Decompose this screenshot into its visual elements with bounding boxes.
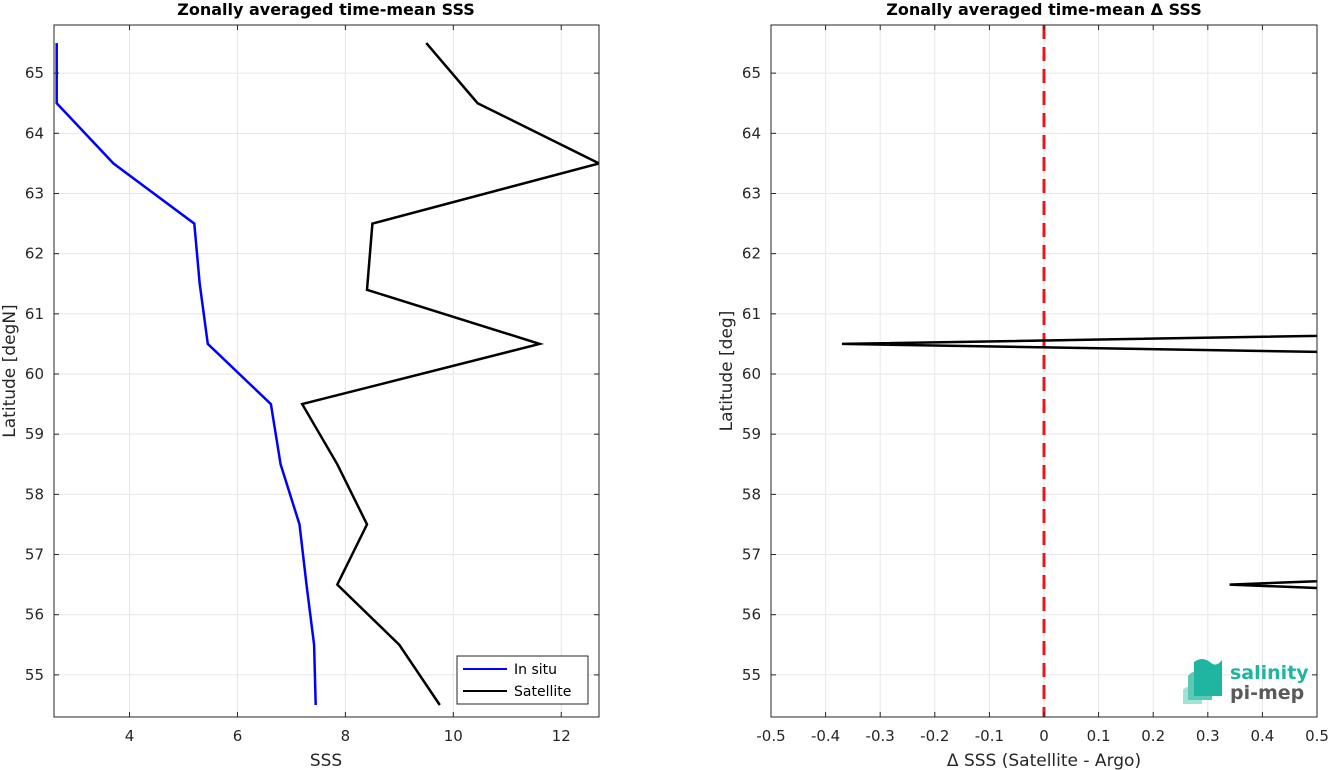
- right-y-tick-label: 64: [742, 124, 761, 142]
- left-x-tick-label: 6: [233, 727, 243, 745]
- left-y-tick-label: 57: [25, 546, 44, 564]
- right-x-tick-label: 0.3: [1196, 727, 1220, 745]
- right-y-tick-label: 61: [742, 305, 761, 323]
- logo-line2: pi-mep: [1230, 682, 1304, 704]
- left-y-tick-label: 63: [25, 184, 44, 202]
- right-x-tick-label: -0.2: [920, 727, 949, 745]
- right-y-tick-label: 60: [742, 365, 761, 383]
- legend-label-satellite: Satellite: [514, 684, 571, 700]
- right-x-tick-label: -0.3: [866, 727, 895, 745]
- right-y-tick-label: 59: [742, 425, 761, 443]
- right-panel: -0.5 -0.4 -0.3 -0.2 -0.1 0 0.1 0.2 0.3 0.4 0.5 55 56…: [717, 0, 1329, 770]
- left-plot-area: [54, 25, 599, 717]
- legend: In situ Satellite: [456, 655, 589, 705]
- left-lines: [55, 42, 599, 706]
- right-y-tick-label: 57: [742, 546, 761, 564]
- series-line-delta-0: [841, 334, 1317, 590]
- left-y-tick-label: 59: [25, 425, 44, 443]
- right-y-axis-label: Latitude [deg]: [717, 311, 737, 432]
- right-x-tick-label: -0.1: [975, 727, 1004, 745]
- left-y-tick-label: 56: [25, 606, 44, 624]
- right-y-tick-label: 62: [742, 245, 761, 263]
- left-x-tick-label: 10: [444, 727, 463, 745]
- legend-label-in-situ: In situ: [514, 662, 557, 678]
- right-x-axis-label: Δ SSS (Satellite - Argo): [947, 751, 1141, 770]
- series-line-satellite: [300, 42, 599, 706]
- left-grid: [54, 25, 599, 717]
- right-y-tick-label: 63: [742, 184, 761, 202]
- left-y-tick-label: 58: [25, 485, 44, 503]
- logo-line1: salinity: [1230, 662, 1309, 684]
- left-x-tick-label: 8: [341, 727, 351, 745]
- left-y-tick-label: 61: [25, 305, 44, 323]
- left-x-tick-label: 12: [552, 727, 571, 745]
- right-y-tick-label: 65: [742, 64, 761, 82]
- right-y-tick-label: 58: [742, 485, 761, 503]
- right-x-tick-label: 0: [1039, 727, 1049, 745]
- right-x-tick-label: -0.5: [756, 727, 785, 745]
- right-ticks: -0.5 -0.4 -0.3 -0.2 -0.1 0 0.1 0.2 0.3 0.4 0.5 55 56…: [742, 25, 1329, 745]
- series-line-in-situ: [55, 43, 317, 706]
- left-y-tick-label: 65: [25, 64, 44, 82]
- left-panel: 4 6 8 10 12 55 56 57 58 59 60 61 62 63 64 65 Zonally av…: [0, 0, 600, 770]
- right-lines: [841, 25, 1317, 717]
- left-x-axis-label: SSS: [310, 751, 342, 770]
- right-x-tick-label: -0.4: [811, 727, 840, 745]
- left-y-axis-label: Latitude [degN]: [0, 304, 20, 437]
- left-y-tick-label: 62: [25, 245, 44, 263]
- right-y-tick-label: 56: [742, 606, 761, 624]
- right-x-tick-label: 0.4: [1250, 727, 1274, 745]
- left-axes-box: [53, 24, 600, 718]
- right-chart-title: Zonally averaged time-mean Δ SSS: [886, 0, 1202, 19]
- left-chart-title: Zonally averaged time-mean SSS: [177, 0, 475, 19]
- salinity-pi-mep-logo: salinity pi-mep: [1183, 659, 1309, 704]
- left-y-tick-label: 64: [25, 124, 44, 142]
- right-x-tick-label: 0.5: [1305, 727, 1329, 745]
- logo-wave-icon: [1183, 659, 1222, 704]
- left-y-tick-label: 55: [25, 666, 44, 684]
- left-y-tick-label: 60: [25, 365, 44, 383]
- right-y-tick-label: 55: [742, 666, 761, 684]
- legend-box: [456, 655, 589, 705]
- left-x-tick-label: 4: [125, 727, 135, 745]
- right-x-tick-label: 0.1: [1087, 727, 1111, 745]
- left-ticks: 4 6 8 10 12 55 56 57 58 59 60 61 62 63 64 65: [25, 25, 599, 745]
- right-x-tick-label: 0.2: [1141, 727, 1165, 745]
